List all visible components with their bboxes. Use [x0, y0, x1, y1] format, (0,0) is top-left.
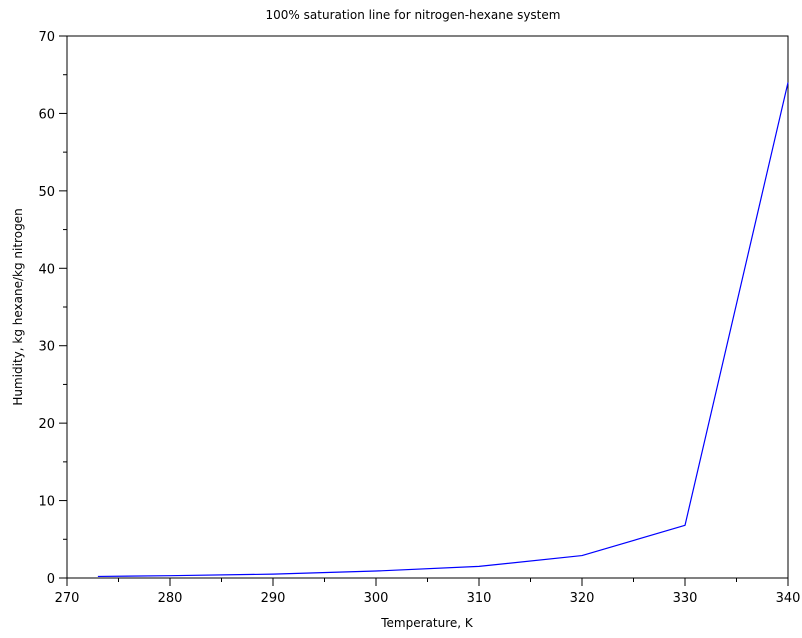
x-axis: 270 280 290 300 310 320 330 340: [55, 578, 801, 606]
y-axis: 0 10 20 30 40 50 60 70: [38, 30, 67, 587]
x-tick-label: 280: [158, 591, 183, 606]
y-tick-label: 60: [38, 107, 55, 122]
y-tick-label: 20: [38, 417, 55, 432]
x-tick-label: 310: [467, 591, 492, 606]
x-axis-title: Temperature, K: [380, 616, 474, 630]
y-tick-label: 70: [38, 30, 55, 45]
x-tick-label: 270: [55, 591, 80, 606]
plot-area-frame: [66, 35, 789, 579]
series-layer: [97, 82, 789, 578]
x-tick-label: 330: [673, 591, 698, 606]
x-tick-label: 290: [261, 591, 286, 606]
y-tick-label: 0: [47, 572, 55, 587]
chart-title: 100% saturation line for nitrogen-hexane…: [266, 8, 561, 22]
x-tick-label: 340: [776, 591, 801, 606]
y-tick-label: 40: [38, 262, 55, 277]
y-tick-label: 30: [38, 340, 55, 355]
x-tick-label: 320: [570, 591, 595, 606]
series-line: [97, 82, 789, 578]
y-tick-label: 50: [38, 185, 55, 200]
x-tick-label: 300: [364, 591, 389, 606]
y-tick-label: 10: [38, 495, 55, 510]
y-axis-title: Humidity, kg hexane/kg nitrogen: [11, 208, 25, 405]
